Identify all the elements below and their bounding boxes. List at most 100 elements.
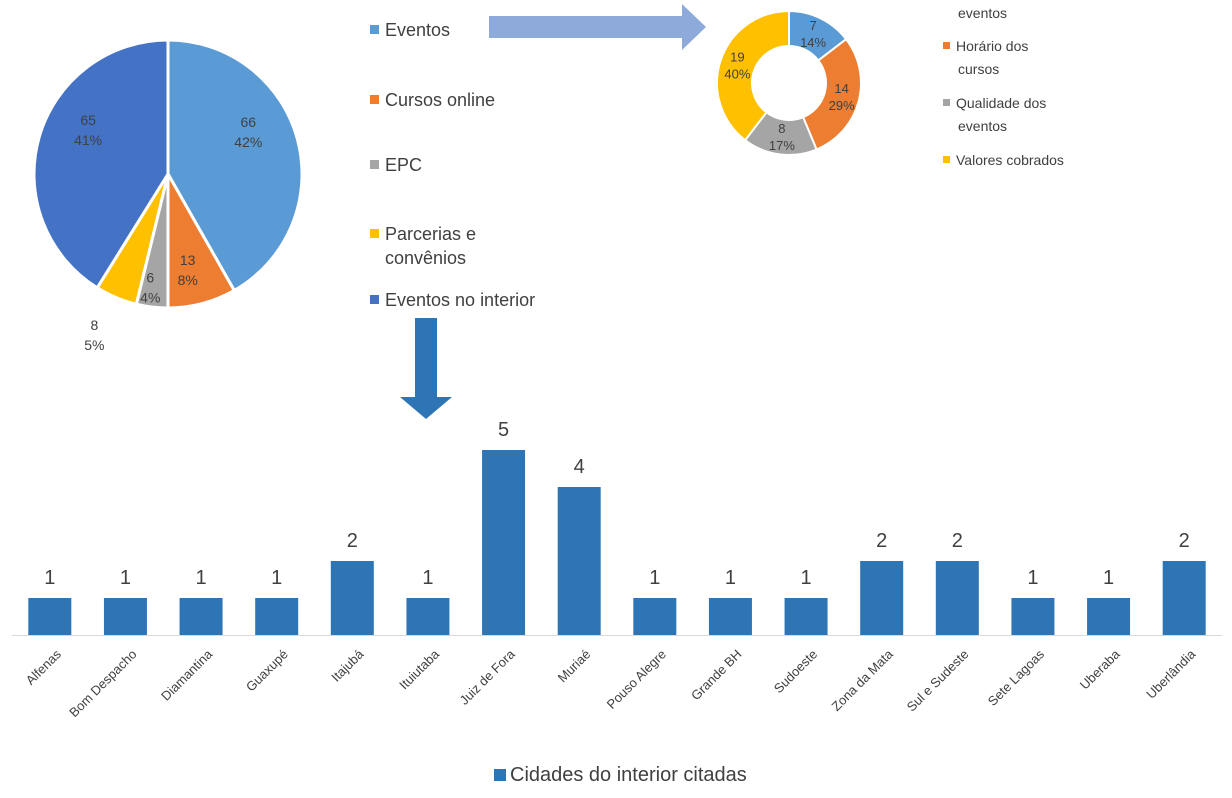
pie-data-label: 13 <box>180 252 196 268</box>
bar <box>330 561 374 635</box>
bar <box>255 598 299 635</box>
bar-data-label: 1 <box>44 567 55 589</box>
donut-slice <box>801 37 862 151</box>
legend-label: Cursos online <box>385 90 496 110</box>
legend-item-horario: Horário dos <box>943 37 1028 56</box>
pie-percent-label: 5% <box>84 337 104 353</box>
x-tick-label: Sudoeste <box>771 647 820 696</box>
x-tick-label: Sete Lagoas <box>985 646 1048 709</box>
bar <box>708 598 752 635</box>
pie-percent-label: 8% <box>178 272 198 288</box>
legend-swatch <box>943 156 950 163</box>
x-tick-label: Bom Despacho <box>66 647 139 720</box>
legend-label: eventos <box>958 118 1008 134</box>
pie-chart: 66 42% 13 8% 6 4% 8 5% 65 41% <box>32 38 304 353</box>
x-tick-label: Guaxupé <box>243 647 291 695</box>
x-tick-label: Zona da Mata <box>828 646 896 714</box>
donut-percent-label: 14% <box>800 35 826 50</box>
legend-label: Qualidade dos <box>956 95 1047 111</box>
legend-swatch <box>370 229 379 238</box>
legend-item-eventos-cut: eventos <box>958 4 1007 23</box>
legend-swatch <box>370 95 379 104</box>
x-tick-label: Uberlândia <box>1143 646 1199 702</box>
legend-item-epc: EPC <box>370 153 422 177</box>
x-tick-label: Sul e Sudeste <box>904 647 972 715</box>
legend-label: Cidades do interior citadas <box>510 764 747 786</box>
bar-chart: 1 Alfenas 1 Bom Despacho 1 Diamantina 1 Guaxupé… <box>12 419 1222 720</box>
legend-item-horario-line2: cursos <box>958 60 999 79</box>
pie-percent-label: 42% <box>234 134 262 150</box>
bar-data-label: 1 <box>196 567 207 589</box>
legend-label: Eventos no interior <box>385 290 536 310</box>
bar-data-label: 1 <box>649 567 660 589</box>
bar <box>1087 598 1131 635</box>
donut-percent-label: 17% <box>769 138 795 153</box>
bar <box>784 598 828 635</box>
bar <box>633 598 677 635</box>
bar-data-label: 2 <box>952 530 963 552</box>
legend-item-eventos-interior: Eventos no interior <box>370 288 535 312</box>
pie-percent-label: 4% <box>140 289 160 305</box>
bar <box>1011 598 1055 635</box>
legend-item-qualidade: Qualidade dos <box>943 94 1046 113</box>
legend-label: EPC <box>385 155 423 175</box>
bar-data-label: 1 <box>422 567 433 589</box>
donut-percent-label: 29% <box>829 98 855 113</box>
x-tick-label: Muriaé <box>555 647 594 686</box>
bar-data-label: 1 <box>1027 567 1038 589</box>
legend-label: eventos <box>958 5 1008 21</box>
pie-data-label: 65 <box>80 112 96 128</box>
legend-swatch <box>943 99 950 106</box>
bar-data-label: 1 <box>1103 567 1114 589</box>
bar-data-label: 1 <box>271 567 282 589</box>
donut-data-label: 14 <box>834 81 848 96</box>
bar <box>406 598 450 635</box>
x-tick-label: Juiz de Fora <box>456 646 518 708</box>
legend-label: convênios <box>385 248 467 268</box>
donut-data-label: 19 <box>730 49 744 64</box>
donut-data-label: 7 <box>809 18 816 33</box>
donut-data-label: 8 <box>778 121 785 136</box>
x-tick-label: Grande BH <box>688 647 745 704</box>
legend-item-qualidade-line2: eventos <box>958 117 1007 136</box>
bar-data-label: 2 <box>347 530 358 552</box>
legend-item-parcerias: Parcerias e <box>370 222 476 246</box>
x-tick-label: Uberaba <box>1077 646 1123 692</box>
legend-swatch <box>370 295 379 304</box>
bar <box>557 487 601 635</box>
bar <box>860 561 904 635</box>
bar <box>1162 561 1206 635</box>
pie-percent-label: 41% <box>74 132 102 148</box>
legend-swatch <box>370 25 379 34</box>
bar-legend: Cidades do interior citadas <box>494 764 747 787</box>
legend-label: cursos <box>958 61 1000 77</box>
bar-data-label: 2 <box>1179 530 1190 552</box>
arrows <box>400 4 706 419</box>
bar-data-label: 1 <box>725 567 736 589</box>
legend-item-cursos-online: Cursos online <box>370 88 495 112</box>
donut-slice <box>716 9 790 142</box>
bar <box>179 598 223 635</box>
x-tick-label: Pouso Alegre <box>604 647 669 712</box>
pie-data-label: 8 <box>90 317 98 333</box>
bar-data-label: 1 <box>120 567 131 589</box>
donut-legend: eventos Horário dos cursos Qualidade dos… <box>943 0 1143 180</box>
legend-label: Valores cobrados <box>956 152 1064 168</box>
right-arrow-icon <box>489 4 706 50</box>
pie-legend: Eventos Cursos online EPC Parcerias e co… <box>370 0 570 320</box>
bar <box>28 598 72 635</box>
pie-slice <box>166 38 304 293</box>
bar <box>935 561 979 635</box>
legend-swatch <box>943 42 950 49</box>
legend-item-valores: Valores cobrados <box>943 151 1064 170</box>
legend-label: Parcerias e <box>385 224 477 244</box>
legend-item-eventos: Eventos <box>370 18 450 42</box>
bar-data-label: 2 <box>876 530 887 552</box>
legend-swatch <box>370 160 379 169</box>
x-tick-label: Ituiutaba <box>396 646 442 692</box>
bar-data-label: 4 <box>574 456 585 478</box>
bar <box>482 450 526 635</box>
donut-percent-label: 40% <box>724 66 750 81</box>
pie-data-label: 6 <box>146 269 154 285</box>
